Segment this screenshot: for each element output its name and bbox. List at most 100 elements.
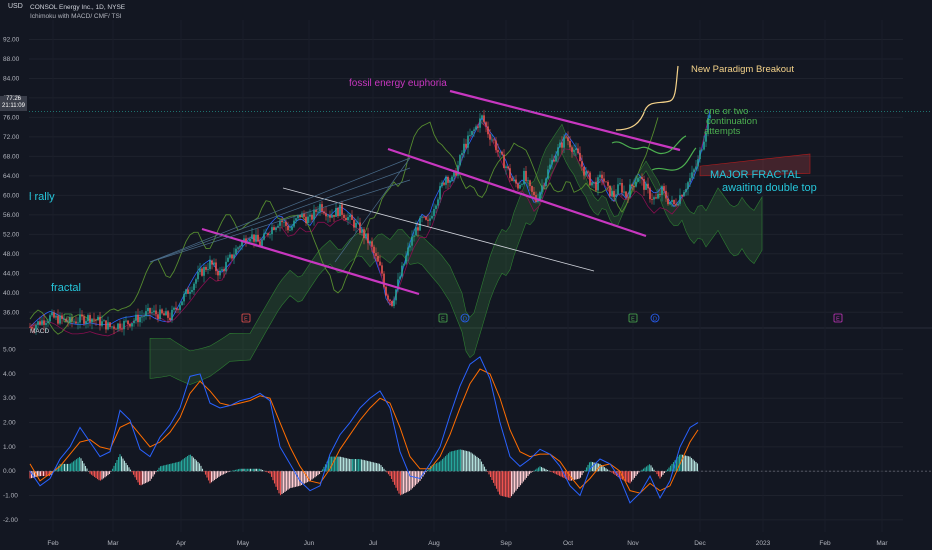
macd-histogram[interactable] <box>29 449 699 498</box>
hist-bar-3045 <box>333 456 336 472</box>
hist-bar-3075 <box>336 456 339 472</box>
candle-body-41 <box>111 326 113 328</box>
hist-bar-2820 <box>311 471 313 480</box>
hist-bar-540 <box>83 463 85 472</box>
hist-bar-4785 <box>507 471 510 498</box>
hist-bar-2085 <box>237 469 240 472</box>
macd-lines[interactable] <box>29 356 699 504</box>
hist-bar-6000 <box>629 471 631 484</box>
hist-bar-6450 <box>674 460 676 472</box>
candle-body-228 <box>485 122 487 127</box>
candle-body-220 <box>469 135 471 136</box>
hist-bar-6555 <box>684 455 687 472</box>
candle-body-89 <box>207 269 209 270</box>
hist-bar-5670 <box>596 463 598 472</box>
candle-body-33 <box>95 319 97 321</box>
hist-bar-4995 <box>528 471 531 475</box>
candle-body-32 <box>93 318 95 320</box>
hist-bar-3315 <box>360 459 363 472</box>
hist-bar-3120 <box>341 457 343 472</box>
hist-bar-4650 <box>494 471 496 486</box>
symbol-title[interactable]: CONSOL Energy Inc., 1D, NYSE <box>30 4 126 11</box>
candle-body-197 <box>423 216 425 218</box>
candle-body-176 <box>381 265 383 274</box>
hist-bar-930 <box>122 458 124 472</box>
hist-bar-1020 <box>131 471 133 473</box>
hist-bar-6030 <box>632 471 634 480</box>
candle-body-268 <box>565 136 567 138</box>
candle-body-162 <box>353 219 355 228</box>
hist-bar-885 <box>117 457 120 472</box>
candle-body-172 <box>373 246 375 254</box>
hist-bar-4350 <box>464 450 466 472</box>
candle-body-46 <box>121 328 123 330</box>
candle-body-274 <box>577 148 579 154</box>
candle-body-147 <box>323 211 325 214</box>
hist-bar-6360 <box>665 471 667 472</box>
hist-bar-3705 <box>399 471 402 496</box>
hist-bar-1380 <box>167 464 169 472</box>
hist-bar-5655 <box>594 462 597 472</box>
event-marker-label-5: D <box>653 317 657 323</box>
macd-axis: 5.00 4.00 3.00 2.00 1.00 0.00 -1.00 -2.00 <box>3 347 18 524</box>
candle-body-206 <box>441 182 443 187</box>
hist-bar-6240 <box>653 469 655 472</box>
hist-bar-1980 <box>227 471 229 473</box>
candle-body-29 <box>87 315 89 322</box>
price-candles[interactable] <box>29 109 711 336</box>
hist-bar-6375 <box>666 469 669 472</box>
hist-bar-255 <box>54 469 57 472</box>
hist-bar-375 <box>66 463 69 472</box>
hist-bar-3270 <box>356 459 358 472</box>
candle-body-285 <box>599 174 601 178</box>
candle-body-79 <box>187 289 189 294</box>
candle-body-110 <box>249 238 251 242</box>
hist-bar-1245 <box>153 471 156 475</box>
hist-bar-4215 <box>450 451 453 472</box>
candle-body-271 <box>571 147 573 152</box>
channel-lower-1 <box>201 227 420 296</box>
hist-bar-1230 <box>152 471 154 477</box>
candle-body-119 <box>267 233 269 236</box>
hist-bar-4755 <box>504 471 507 497</box>
candle-body-243 <box>515 179 517 184</box>
time-tick-1: Mar <box>107 540 119 547</box>
candle-body-294 <box>617 184 619 195</box>
time-tick-11: 2023 <box>756 540 771 547</box>
candle-body-326 <box>681 195 683 197</box>
candle-body-211 <box>451 176 453 181</box>
hist-bar-4020 <box>431 465 433 472</box>
candle-body-299 <box>627 196 629 198</box>
candle-body-100 <box>229 254 231 258</box>
hist-bar-6075 <box>636 471 639 475</box>
candle-body-276 <box>581 161 583 167</box>
candle-body-221 <box>471 130 473 136</box>
hist-bar-1830 <box>212 471 214 482</box>
hist-bar-675 <box>96 471 99 480</box>
hist-bar-2070 <box>236 469 238 472</box>
candle-body-264 <box>557 147 559 156</box>
candle-body-272 <box>573 150 575 152</box>
macd-pane-label[interactable]: MACD <box>30 328 50 335</box>
hist-bar-525 <box>81 460 84 472</box>
candle-body-329 <box>687 182 689 189</box>
hist-bar-90 <box>38 471 40 477</box>
candle-body-6 <box>41 320 43 325</box>
hist-bar-2115 <box>240 468 243 472</box>
hist-bar-5835 <box>612 471 615 474</box>
price-tick-1: 88.00 <box>3 56 20 63</box>
indicator-list[interactable]: Ichimoku with MACD/ CMF/ TSI <box>30 13 122 20</box>
hist-bar-6120 <box>641 469 643 472</box>
hist-bar-3675 <box>396 471 399 491</box>
hist-bar-4185 <box>447 453 450 472</box>
candle-body-301 <box>631 184 633 186</box>
candle-body-310 <box>649 188 651 200</box>
candle-body-198 <box>425 216 427 220</box>
hist-bar-1695 <box>198 463 201 472</box>
candle-body-111 <box>251 234 253 239</box>
hist-bar-600 <box>89 471 91 474</box>
hist-bar-1140 <box>143 471 145 484</box>
hist-bar-6165 <box>645 466 648 472</box>
hist-bar-4545 <box>483 466 486 472</box>
